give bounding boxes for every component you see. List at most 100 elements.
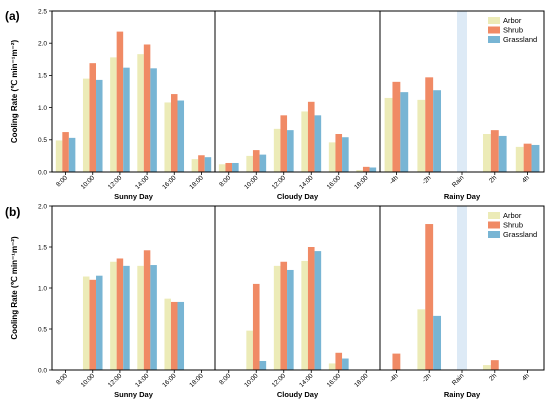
x-tick-label: 18:00 <box>353 174 370 191</box>
bar-shrub <box>170 94 178 172</box>
bar-shrub <box>490 360 499 370</box>
bar-shrub <box>280 261 288 370</box>
bar-arbor <box>137 265 144 370</box>
panel-b: 8:00 10:00 12:00 14:00 16:00 18:00 Sunny Day 8:… <box>5 203 545 399</box>
x-tick-label: 12:00 <box>107 174 124 191</box>
legend-label-arbor: Arbor <box>503 211 522 220</box>
bar-arbor <box>417 99 426 172</box>
legend-swatch-arbor <box>488 17 500 24</box>
bar-arbor <box>301 260 308 370</box>
bar-grassland <box>177 100 185 172</box>
x-tick-label: 14:00 <box>298 174 315 191</box>
bar-shrub <box>225 162 233 172</box>
legend-swatch-shrub <box>488 26 500 34</box>
bar-arbor <box>82 78 90 172</box>
x-tick-label: Rain <box>451 174 466 189</box>
bar-grassland <box>369 167 377 172</box>
legend-label-grassland: Grassland <box>503 35 537 44</box>
bar-shrub <box>252 150 260 172</box>
rain-band <box>457 206 467 370</box>
legend-swatch-grassland <box>488 36 500 43</box>
bar-shrub <box>425 77 434 172</box>
bar-arbor <box>482 365 491 370</box>
y-axis-label: Cooling Rate (℃ min⁻¹m⁻²) <box>10 236 19 340</box>
x-axis-label: Sunny Day <box>114 192 154 201</box>
bar-shrub <box>280 115 288 172</box>
x-tick-label: 12:00 <box>107 372 124 389</box>
bar-arbor <box>164 298 171 370</box>
bar-grassland <box>342 137 349 172</box>
panel-label: (a) <box>5 9 20 23</box>
panel-label: (b) <box>5 205 20 219</box>
x-tick-label: 14:00 <box>134 174 151 191</box>
x-tick-label: 10:00 <box>80 372 97 389</box>
bar-shrub <box>198 155 205 172</box>
panel-a: 8:00 10:00 12:00 14:00 16:00 18:00 Sunny Day 8:… <box>5 8 545 201</box>
bar-arbor <box>246 330 253 370</box>
bar-arbor <box>328 142 336 172</box>
bar-shrub <box>62 132 69 172</box>
legend-label-shrub: Shrub <box>503 221 523 230</box>
y-tick-label: 0.5 <box>38 326 47 333</box>
bar-shrub <box>307 247 315 370</box>
bar-grassland <box>68 137 76 172</box>
bar-arbor <box>356 170 363 172</box>
bar-arbor <box>417 309 426 370</box>
legend-swatch-grassland <box>488 231 500 238</box>
y-tick-label: 0.0 <box>38 169 47 176</box>
legend-label-arbor: Arbor <box>503 16 522 25</box>
x-tick-label: 10:00 <box>243 372 260 389</box>
x-tick-label: 4h <box>521 372 531 382</box>
x-tick-label: 18:00 <box>353 372 370 389</box>
x-axis-label: Cloudy Day <box>277 192 319 201</box>
y-tick-label: 2.5 <box>38 8 47 15</box>
bar-shrub <box>89 279 97 370</box>
bar-shrub <box>362 166 370 172</box>
x-tick-label: 10:00 <box>80 174 97 191</box>
x-tick-label: 16:00 <box>326 174 343 191</box>
x-tick-label: -2h <box>421 372 433 384</box>
bar-shrub <box>307 101 315 172</box>
bar-shrub <box>490 130 499 172</box>
y-tick-label: 1.5 <box>38 244 47 251</box>
x-axis-label: Sunny Day <box>114 390 154 399</box>
bar-shrub <box>170 301 178 370</box>
y-tick-label: 1.0 <box>38 285 47 292</box>
x-tick-label: 8:00 <box>218 372 232 386</box>
bar-arbor <box>110 57 117 173</box>
bar-shrub <box>335 134 343 172</box>
y-tick-label: 2.0 <box>38 41 47 48</box>
rain-band <box>457 11 467 172</box>
bar-grassland <box>433 90 442 172</box>
x-tick-label: 14:00 <box>298 372 315 389</box>
bar-shrub <box>335 352 343 370</box>
bar-grassland <box>498 135 507 172</box>
bar-shrub <box>116 31 124 172</box>
x-tick-label: 14:00 <box>134 372 151 389</box>
bar-grassland <box>150 265 157 370</box>
bar-grassland <box>287 130 294 172</box>
bar-arbor <box>482 134 491 172</box>
bar-arbor <box>301 111 308 172</box>
x-tick-label: -4h <box>388 372 400 384</box>
bar-grassland <box>259 154 267 172</box>
y-tick-label: 0.5 <box>38 137 47 144</box>
bar-grassland <box>287 269 294 370</box>
bar-shrub <box>425 224 434 370</box>
x-tick-label: 10:00 <box>243 174 260 191</box>
x-tick-label: 12:00 <box>271 174 288 191</box>
bar-arbor <box>82 276 90 370</box>
x-axis-label: Rainy Day <box>444 192 481 201</box>
x-tick-label: 2h <box>488 174 498 184</box>
bar-arbor <box>55 140 63 172</box>
y-tick-label: 1.0 <box>38 105 47 112</box>
bar-shrub <box>523 143 532 172</box>
bar-arbor <box>110 261 117 370</box>
bar-shrub <box>143 250 151 370</box>
x-tick-label: 8:00 <box>55 174 69 188</box>
x-tick-label: Rain <box>451 372 466 387</box>
y-tick-label: 0.0 <box>38 367 47 374</box>
legend-label-shrub: Shrub <box>503 26 523 35</box>
bar-grassland <box>96 275 103 370</box>
